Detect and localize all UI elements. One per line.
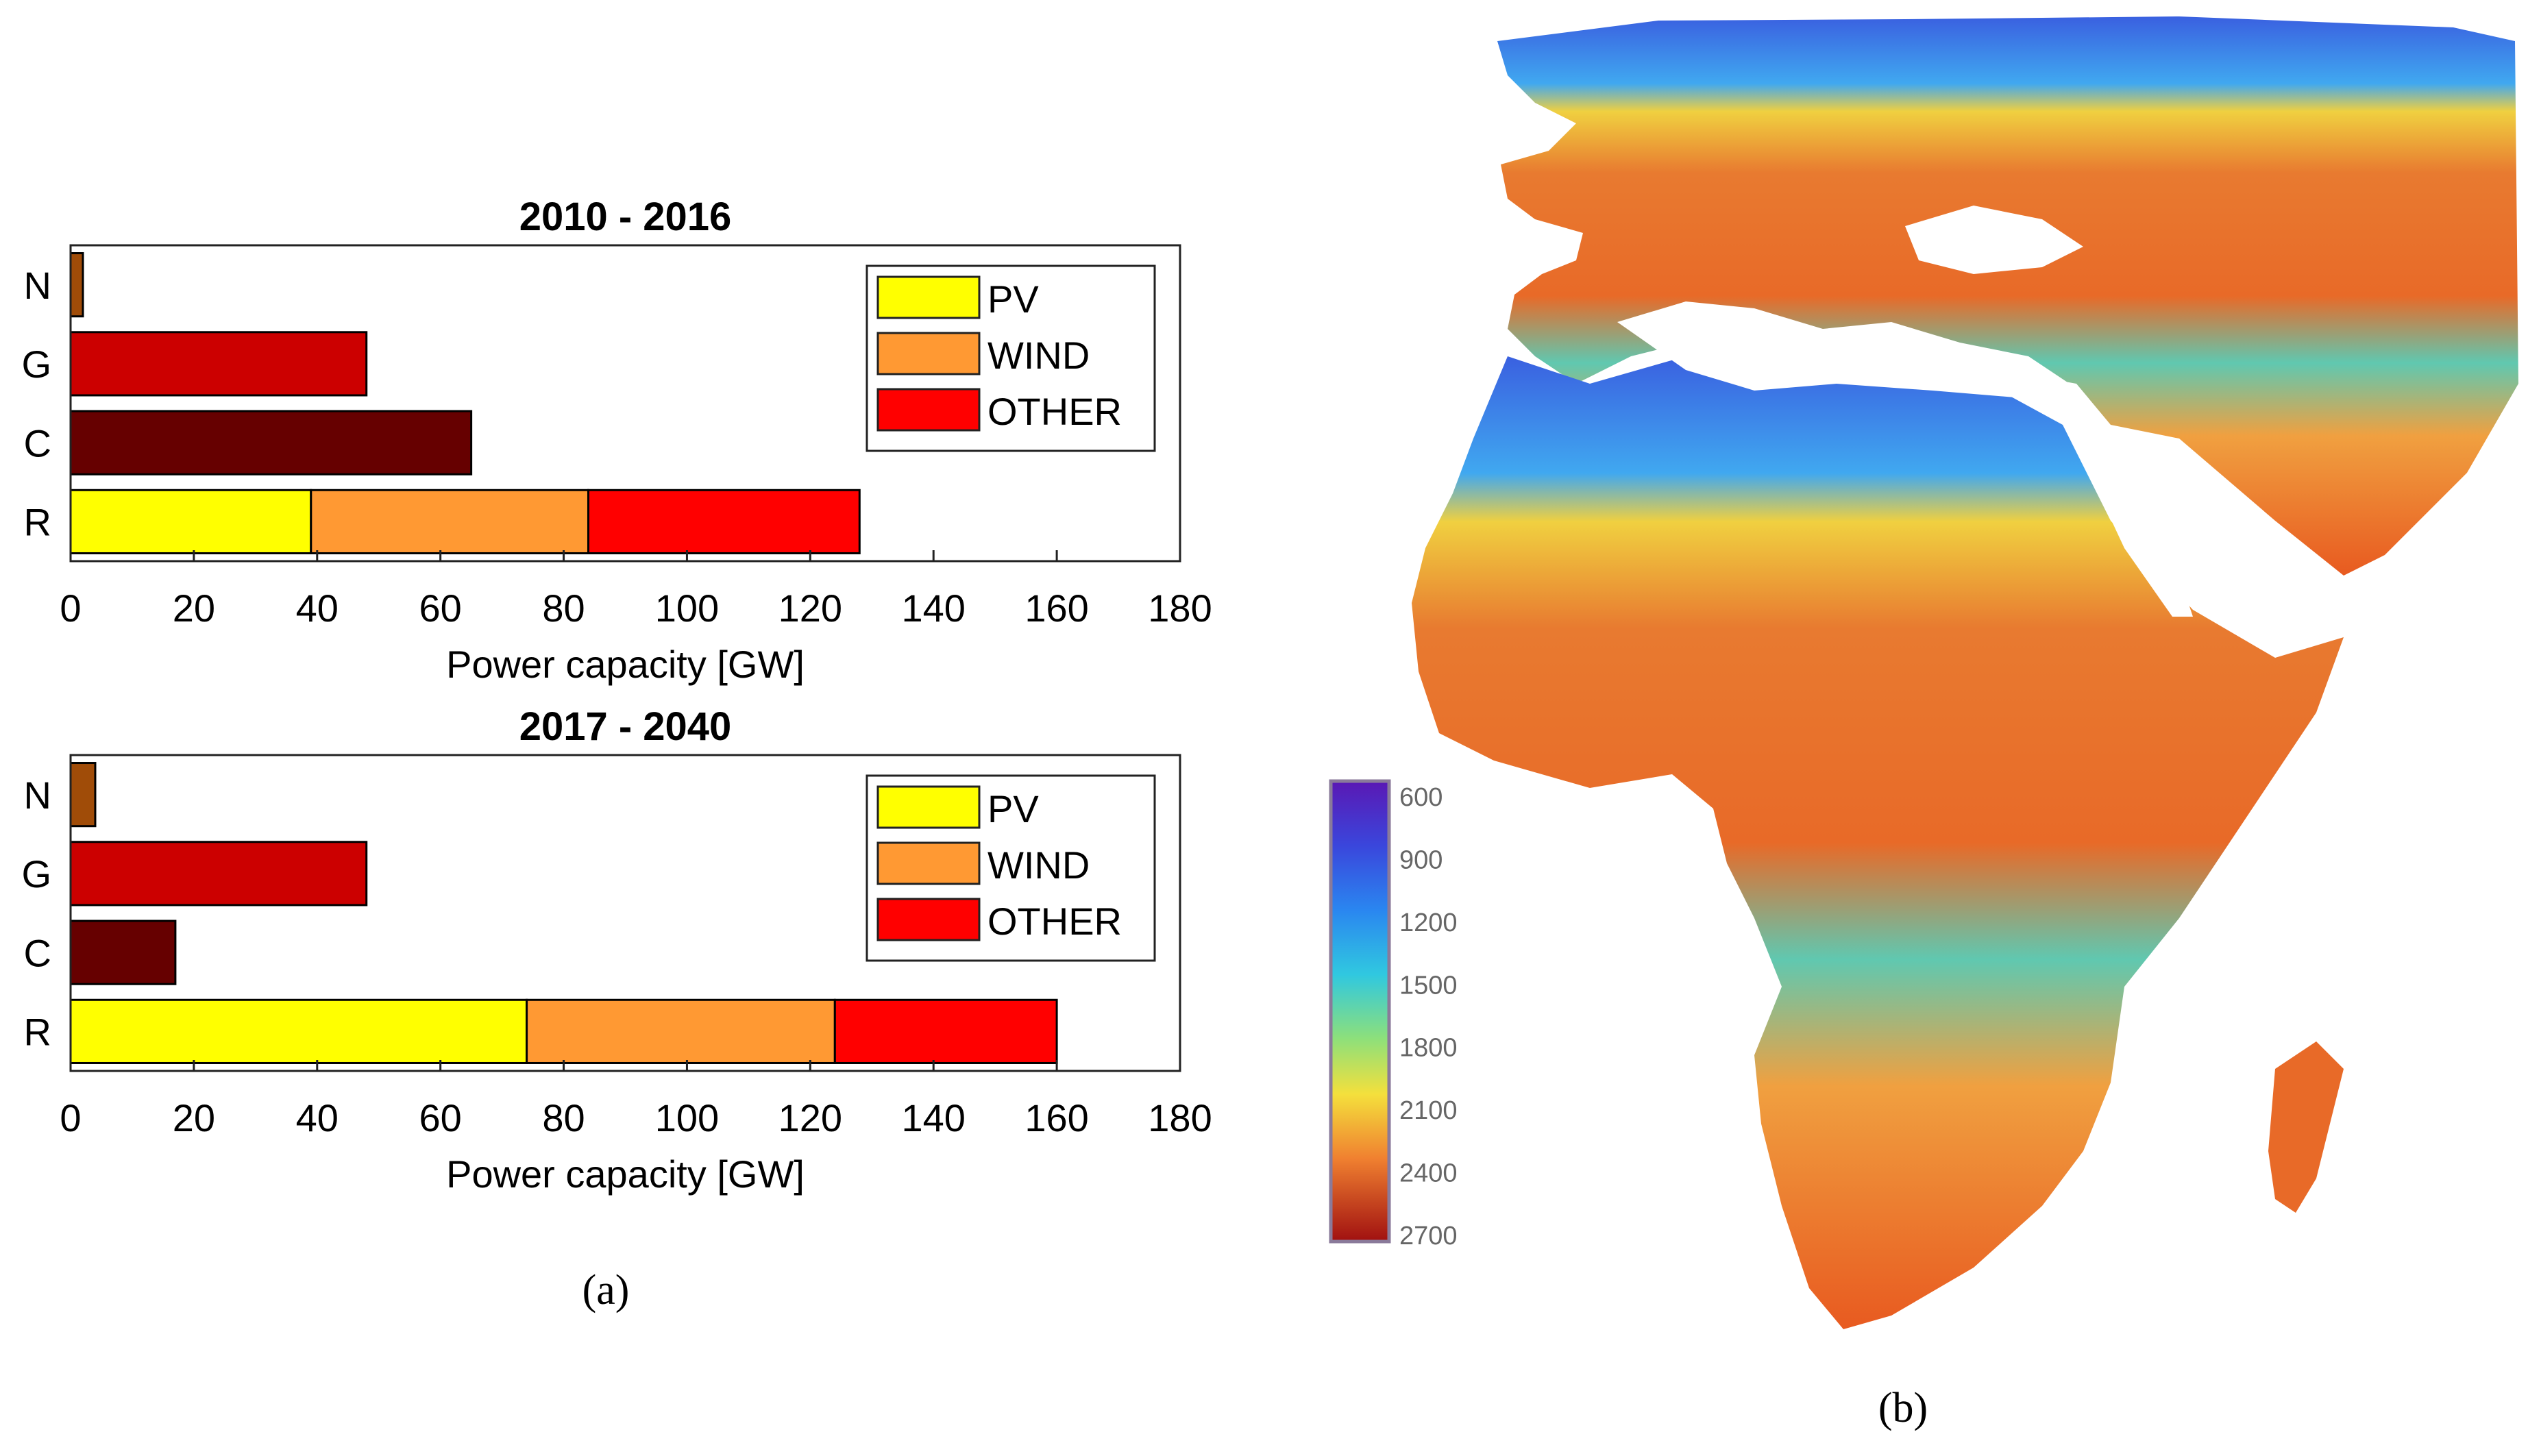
- legend-label-pv: PV: [987, 787, 1039, 830]
- bar-R-pv: [69, 998, 528, 1064]
- bar-C: [69, 920, 177, 985]
- x-tick-label: 40: [296, 587, 339, 630]
- bar-N: [69, 762, 97, 828]
- legend-swatch-pv: [876, 275, 981, 319]
- colorbar-tick-label: 2100: [1399, 1096, 1458, 1125]
- panel-b-caption: (b): [1878, 1385, 1928, 1431]
- europe-landmass: [1497, 16, 2518, 576]
- bar-C: [69, 410, 473, 476]
- colorbar-ticks: 600 900 1200 1500 1800 2100 2400 2700: [1399, 783, 1458, 1250]
- bar-R-pv: [69, 489, 312, 554]
- chart-title: 2017 - 2040: [519, 704, 732, 749]
- colorbar-tick-label: 1500: [1399, 971, 1458, 1000]
- colorbar-gradient: [1329, 779, 1391, 1244]
- mediterranean-sea: [1617, 301, 2070, 397]
- chart-title: 2010 - 2016: [519, 195, 732, 239]
- legend: PV WIND OTHER: [866, 264, 1156, 452]
- colorbar-tick-label: 2400: [1399, 1159, 1458, 1188]
- plot-frame: [69, 754, 1181, 1072]
- bar-R-other: [833, 998, 1058, 1064]
- madagascar-landmass: [2268, 1041, 2344, 1213]
- x-tick-label: 180: [1148, 587, 1212, 630]
- bar-N: [69, 252, 84, 318]
- x-tick-label: 160: [1024, 1096, 1088, 1139]
- x-tick-label: 80: [542, 587, 585, 630]
- bar-R-wind: [310, 489, 590, 554]
- x-tick-label: 140: [902, 1096, 966, 1139]
- legend-swatch-other: [876, 388, 981, 432]
- x-axis-label: Power capacity [GW]: [446, 643, 805, 686]
- x-tick-label: 100: [655, 1096, 719, 1139]
- legend-label-wind: WIND: [987, 334, 1090, 377]
- y-tick-label: N: [24, 264, 51, 307]
- y-tick-label: G: [21, 343, 51, 386]
- africa-landmass: [1412, 356, 2344, 1329]
- y-tick-label: R: [24, 501, 51, 544]
- colorbar-tick-label: 1800: [1399, 1034, 1458, 1063]
- colorbar-tick-label: 2700: [1399, 1222, 1458, 1250]
- x-tick-label: 120: [778, 1096, 842, 1139]
- legend-label-pv: PV: [987, 277, 1039, 321]
- x-tick-label: 140: [902, 587, 966, 630]
- x-tick-label: 160: [1024, 587, 1088, 630]
- legend-label-wind: WIND: [987, 843, 1090, 887]
- x-tick-label: 120: [778, 587, 842, 630]
- red-sea: [2076, 439, 2193, 617]
- x-tick-label: 60: [419, 587, 462, 630]
- x-tick-label: 100: [655, 587, 719, 630]
- x-tick-label: 20: [173, 1096, 215, 1139]
- bar-G: [69, 331, 368, 397]
- x-tick-label: 0: [60, 1096, 81, 1139]
- bar-G: [69, 841, 368, 906]
- y-tick-label: N: [24, 774, 51, 817]
- y-tick-label: R: [24, 1011, 51, 1054]
- y-tick-label: C: [24, 931, 51, 974]
- colorbar-tick-label: 600: [1399, 783, 1443, 812]
- legend-swatch-other: [876, 898, 981, 941]
- x-tick-label: 0: [60, 587, 81, 630]
- x-tick-label: 80: [542, 1096, 585, 1139]
- bar-R-other: [587, 489, 861, 554]
- legend-swatch-pv: [876, 785, 981, 829]
- colorbar: 600 900 1200 1500 1800 2100 2400 2700: [1329, 779, 1458, 1250]
- bar-R-wind: [526, 998, 836, 1064]
- x-tick-label: 40: [296, 1096, 339, 1139]
- colorbar-tick-label: 900: [1399, 846, 1443, 874]
- x-tick-label: 20: [173, 587, 215, 630]
- panel-a-caption: (a): [582, 1267, 630, 1313]
- y-tick-label: C: [24, 421, 51, 465]
- legend-swatch-wind: [876, 841, 981, 885]
- y-tick-label: G: [21, 852, 51, 896]
- x-tick-label: 180: [1148, 1096, 1212, 1139]
- black-sea: [1905, 206, 2083, 274]
- x-tick-label: 60: [419, 1096, 462, 1139]
- colorbar-tick-label: 1200: [1399, 909, 1458, 937]
- x-axis-label: Power capacity [GW]: [446, 1152, 805, 1196]
- legend-label-other: OTHER: [987, 900, 1122, 943]
- plot-frame: [69, 244, 1181, 563]
- legend-label-other: OTHER: [987, 390, 1122, 433]
- irradiation-map: [1412, 16, 2518, 1329]
- legend-swatch-wind: [876, 332, 981, 375]
- legend: PV WIND OTHER: [866, 774, 1156, 962]
